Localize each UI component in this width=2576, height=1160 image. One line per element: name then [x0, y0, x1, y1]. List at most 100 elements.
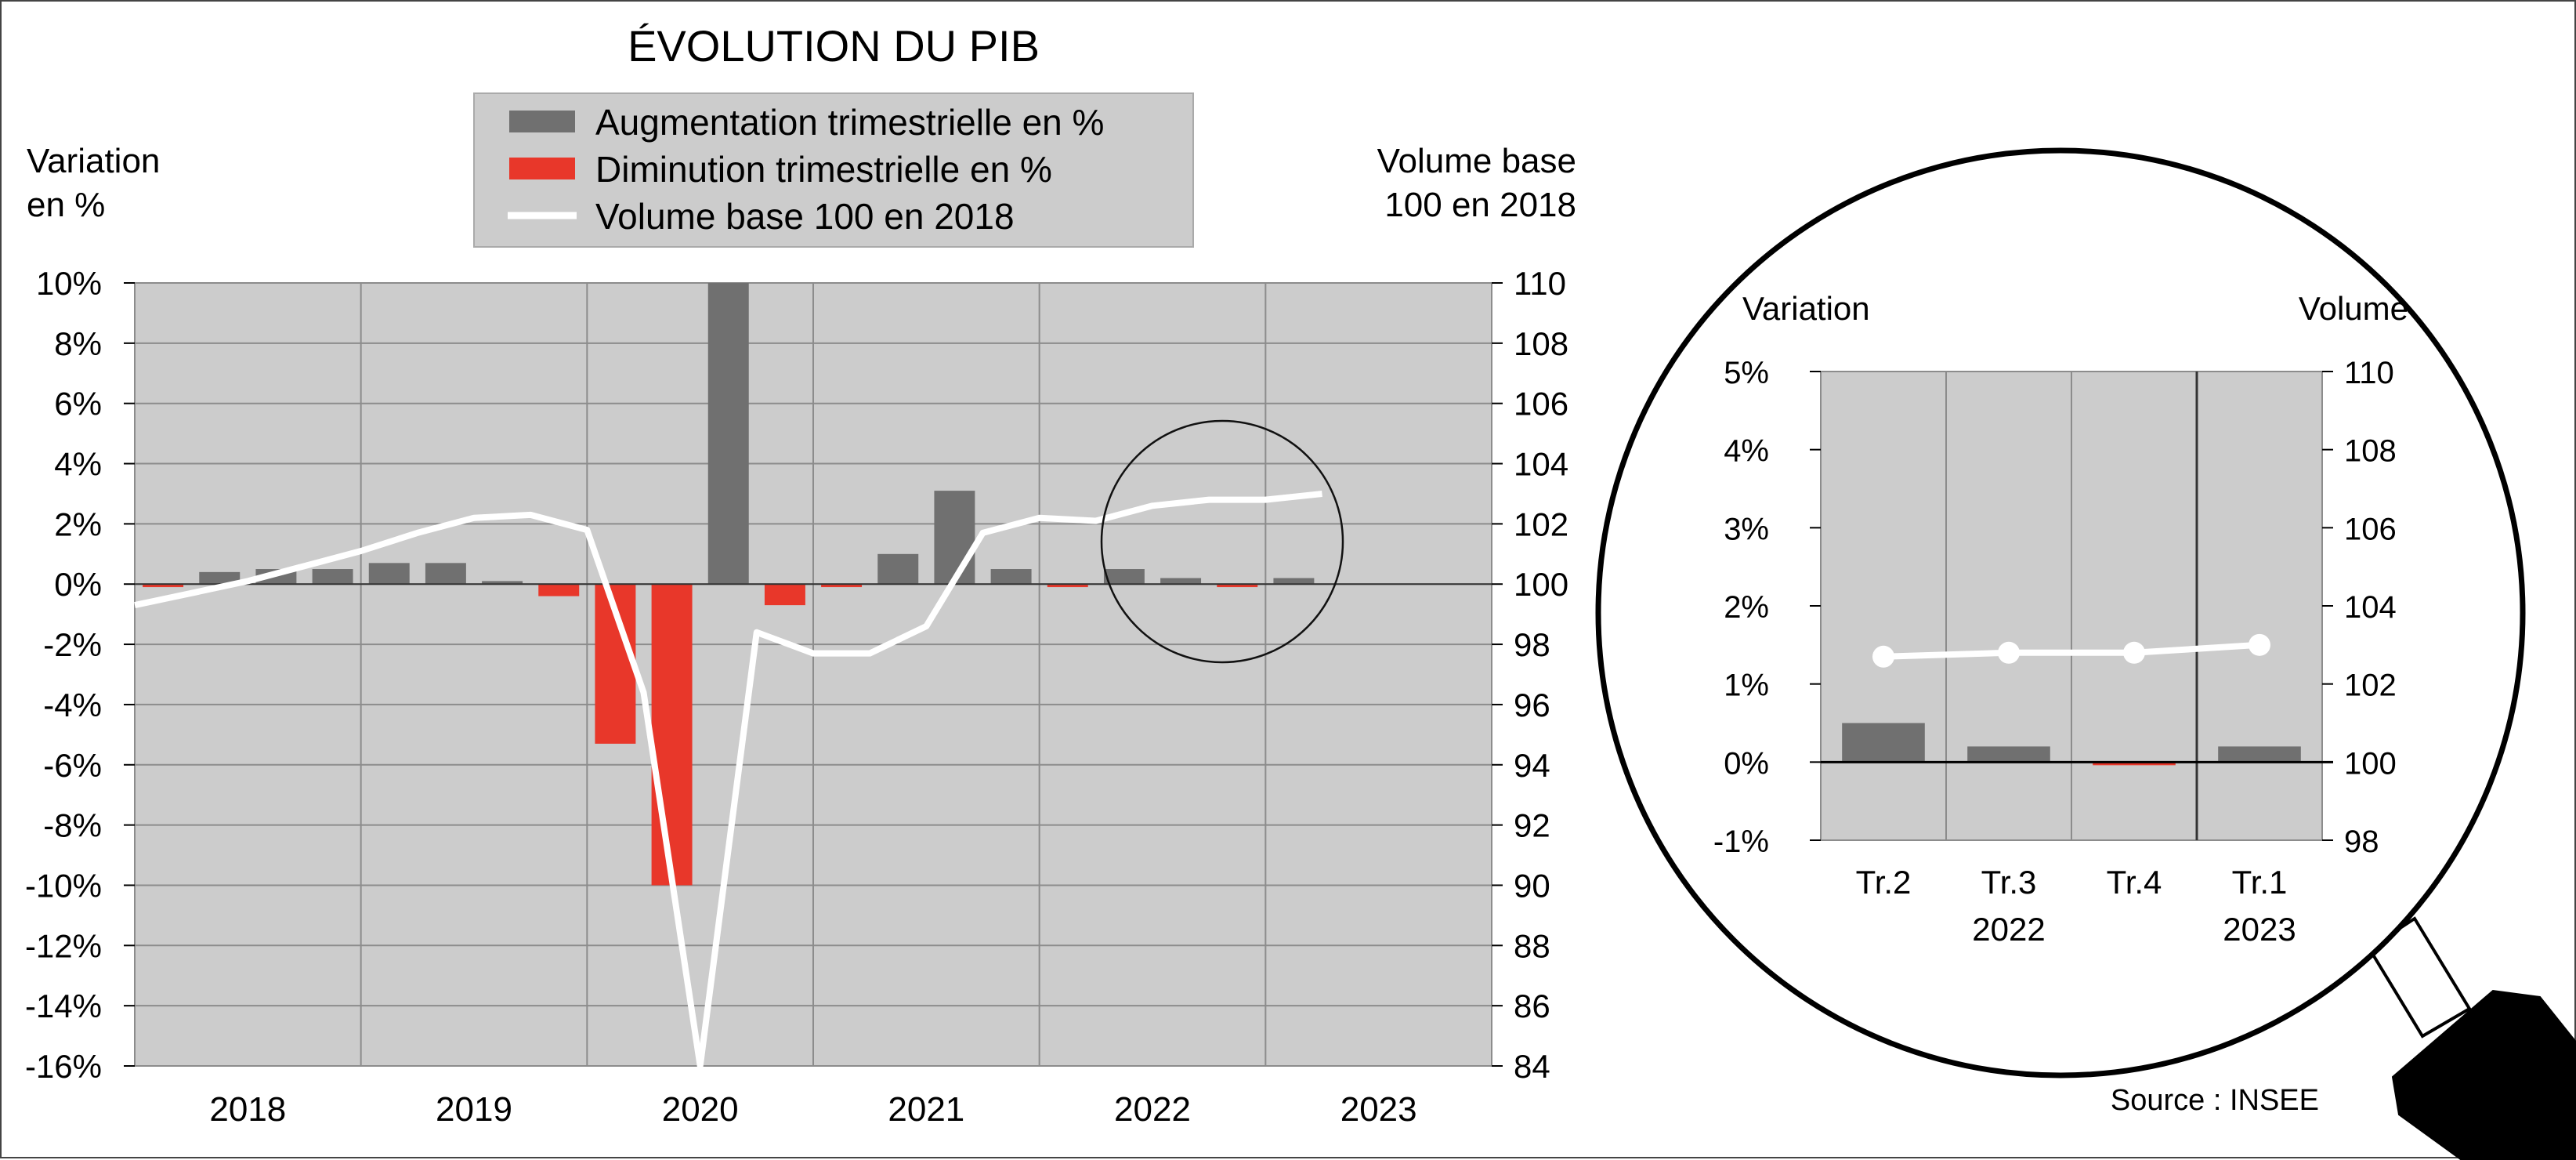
chart-title: ÉVOLUTION DU PIB: [628, 21, 1040, 71]
bar-2019-t1: [368, 563, 410, 585]
y-right-tick-label: 94: [1514, 747, 1550, 784]
bar-2019-t4: [538, 584, 580, 596]
zoom-volume-point: [2249, 633, 2270, 656]
zoom-x-year-label: 2023: [2223, 911, 2296, 948]
zoom-chart: Variation Volume 5% 4% 3% 2% 1% 0% -1% 110 108 106 1…: [1595, 147, 2576, 1160]
bar-2023-t1: [1273, 578, 1315, 585]
y-right-tick-label: 90: [1514, 867, 1550, 904]
bar-2022-t2: [1103, 569, 1145, 585]
y-left-label-line-2: en %: [27, 186, 105, 224]
main-chart: ÉVOLUTION DU PIB Augmentation trimestriel…: [25, 21, 1576, 1129]
zoom-y-right-label: Volume: [2299, 290, 2408, 327]
bar-2018-t2: [199, 571, 241, 585]
bar-2020-t3: [707, 283, 749, 585]
zoom-volume-point: [1872, 645, 1894, 668]
zoom-y-left-tick-label: 1%: [1724, 669, 1769, 703]
y-left-tick-label: -2%: [43, 626, 102, 663]
zoom-bar-2: [1967, 746, 2050, 763]
zoom-y-right-tick-label: 106: [2344, 512, 2397, 546]
zoom-bar-1: [1842, 723, 1925, 763]
zoom-y-left-tick-label: 2%: [1724, 590, 1769, 625]
y-left-tick-label: 4%: [54, 446, 102, 483]
bar-2019-t2: [425, 563, 466, 585]
y-right-tick-label: 88: [1514, 927, 1550, 964]
zoom-volume-point: [1998, 641, 2020, 664]
x-tick-label: 2018: [209, 1090, 286, 1129]
legend-label-3: Volume base 100 en 2018: [595, 196, 1015, 237]
zoom-volume-line: [1883, 641, 2260, 660]
zoom-bar-3: [2093, 762, 2176, 766]
bar-2021-t3: [934, 491, 975, 585]
zoom-y-right-tick-label: 102: [2344, 669, 2397, 703]
y-right-tick-label: 108: [1514, 325, 1568, 362]
source-label: Source : INSEE: [2111, 1084, 2319, 1117]
bar-2020-t4: [764, 584, 805, 606]
y-left-tick-label: -6%: [43, 747, 102, 784]
bar-2021-t2: [877, 553, 919, 585]
y-left-tick-label: 2%: [54, 506, 102, 542]
zoom-y-left-label: Variation: [1742, 290, 1870, 327]
bar-2020-t2: [651, 584, 693, 886]
bar-2021-t1: [821, 584, 863, 588]
zoom-y-left-tick-label: 4%: [1724, 434, 1769, 469]
legend-label-1: Augmentation trimestrielle en %: [595, 102, 1104, 143]
y-left-tick-label: -4%: [43, 687, 102, 723]
y-left-tick-label: 10%: [36, 265, 102, 302]
y-right-tick-label: 104: [1514, 446, 1568, 483]
legend-box: [473, 92, 1194, 248]
volume-line: [134, 491, 1322, 1069]
bar-2018-t4: [312, 569, 353, 585]
zoom-y-right-tick-label: 110: [2344, 356, 2394, 390]
bar-2022-t3: [1160, 578, 1202, 585]
y-right-tick-label: 98: [1514, 626, 1550, 663]
y-left-tick-label: 6%: [54, 386, 102, 422]
x-tick-label: 2020: [662, 1090, 739, 1129]
y-right-tick-label: 92: [1514, 807, 1550, 844]
bar-2019-t3: [482, 581, 523, 585]
zoom-x-year-label: 2022: [1972, 911, 2045, 948]
y-right-label-line-1: Volume base: [1377, 142, 1576, 180]
zoom-y-right-tick-label: 108: [2344, 434, 2397, 469]
y-right-tick-label: 96: [1514, 687, 1550, 723]
zoom-y-left-tick-label: 0%: [1724, 746, 1769, 781]
y-right-tick-label: 84: [1514, 1048, 1550, 1085]
zoom-y-left-tick-label: 5%: [1724, 356, 1769, 390]
zoom-y-right-tick-label: 98: [2344, 825, 2379, 859]
magnifier-focus-circle: [1100, 419, 1344, 664]
bar-2022-t4: [1217, 584, 1258, 588]
y-right-tick-label: 100: [1514, 566, 1568, 603]
zoom-x-quarter-label: Tr.4: [2107, 864, 2162, 901]
legend-swatch-2: [509, 158, 575, 179]
x-tick-label: 2019: [436, 1090, 512, 1129]
y-right-tick-label: 102: [1514, 506, 1568, 542]
y-left-tick-label: 0%: [54, 566, 102, 603]
y-left-tick-label: -12%: [25, 927, 102, 964]
bar-2022-t1: [1047, 584, 1088, 588]
zoom-y-left-tick-label: -1%: [1713, 825, 1769, 859]
y-left-tick-label: 8%: [54, 325, 102, 362]
y-left-tick-label: -10%: [25, 867, 102, 904]
legend-swatch-1: [509, 111, 575, 132]
zoom-volume-point: [2123, 641, 2145, 664]
y-left-tick-label: -8%: [43, 807, 102, 844]
x-tick-label: 2021: [888, 1090, 964, 1129]
bar-2021-t4: [990, 569, 1032, 585]
y-right-tick-label: 86: [1514, 988, 1550, 1024]
y-left-label-line-1: Variation: [27, 142, 160, 180]
y-left-tick-label: -16%: [25, 1048, 102, 1085]
bar-2018-t1: [143, 584, 184, 588]
y-right-tick-label: 110: [1514, 265, 1566, 302]
zoom-y-right-tick-label: 104: [2344, 590, 2397, 625]
zoom-x-quarter-label: Tr.1: [2232, 864, 2288, 901]
y-right-tick-label: 106: [1514, 386, 1568, 422]
zoom-y-right-tick-label: 100: [2344, 746, 2397, 781]
legend-label-2: Diminution trimestrielle en %: [595, 149, 1052, 190]
magnifier-handle: [2391, 989, 2576, 1160]
zoom-x-quarter-label: Tr.3: [1981, 864, 2037, 901]
y-right-label-line-2: 100 en 2018: [1384, 186, 1576, 224]
x-tick-label: 2023: [1340, 1090, 1417, 1129]
y-left-tick-label: -14%: [25, 988, 102, 1024]
zoom-bar-4: [2218, 746, 2301, 763]
